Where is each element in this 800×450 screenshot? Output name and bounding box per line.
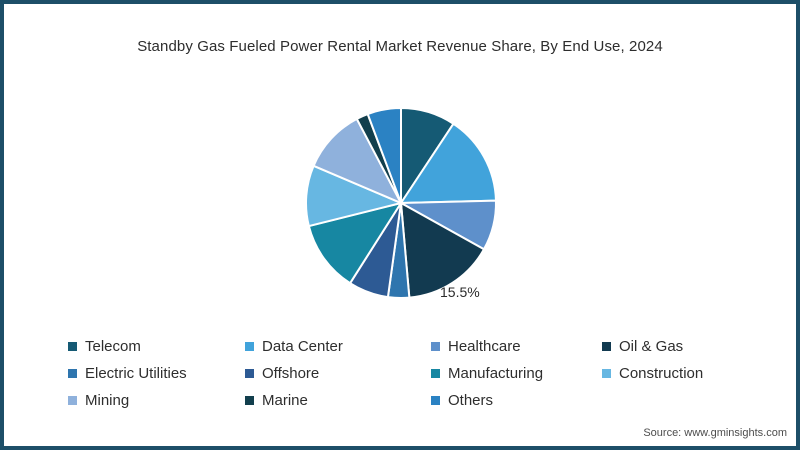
- pie-slice-mining: [312, 117, 402, 204]
- legend-swatch-healthcare: [431, 342, 440, 351]
- legend-label: Healthcare: [448, 338, 521, 355]
- legend-item-healthcare: Healthcare: [431, 337, 602, 356]
- legend-item-oil-gas: Oil & Gas: [602, 337, 703, 356]
- legend-label: Data Center: [262, 338, 343, 355]
- pie-slice-oil-gas: [400, 202, 485, 299]
- pie-slice-others: [366, 107, 402, 204]
- legend-swatch-construction: [602, 369, 611, 378]
- legend: Telecom Data Center Healthcare Oil & Gas Ele…: [68, 337, 703, 410]
- legend-swatch-mining: [68, 396, 77, 405]
- legend-swatch-oil-gas: [602, 342, 611, 351]
- legend-item-telecom: Telecom: [68, 337, 245, 356]
- legend-swatch-others: [431, 396, 440, 405]
- legend-label: Mining: [85, 392, 130, 409]
- legend-item-offshore: Offshore: [245, 364, 431, 383]
- legend-label: Oil & Gas: [619, 338, 684, 355]
- legend-label: Offshore: [262, 365, 320, 382]
- legend-swatch-telecom: [68, 342, 77, 351]
- legend-label: Electric Utilities: [85, 365, 187, 382]
- legend-swatch-marine: [245, 396, 254, 405]
- legend-label: Others: [448, 392, 494, 409]
- legend-item-marine: Marine: [245, 391, 431, 410]
- pie-slice-manufacturing: [307, 202, 402, 285]
- legend-swatch-data-center: [245, 342, 254, 351]
- legend-item-construction: Construction: [602, 364, 703, 383]
- pie-chart: [305, 107, 497, 299]
- legend-label: Marine: [262, 392, 308, 409]
- legend-item-mining: Mining: [68, 391, 245, 410]
- legend-item-electric-utilities: Electric Utilities: [68, 364, 245, 383]
- legend-item-manufacturing: Manufacturing: [431, 364, 602, 383]
- legend-swatch-electric-utilities: [68, 369, 77, 378]
- legend-item-data-center: Data Center: [245, 337, 431, 356]
- legend-item-others: Others: [431, 391, 602, 410]
- oil-gas-percent-label: 15.5%: [440, 284, 480, 300]
- legend-label: Telecom: [85, 338, 141, 355]
- source-text: Source: www.gminsights.com: [643, 427, 787, 439]
- legend-label: Construction: [619, 365, 704, 382]
- legend-swatch-offshore: [245, 369, 254, 378]
- pie-slice-data-center: [400, 122, 497, 204]
- chart-title: Standby Gas Fueled Power Rental Market R…: [137, 38, 663, 55]
- legend-label: Manufacturing: [448, 365, 544, 382]
- legend-swatch-manufacturing: [431, 369, 440, 378]
